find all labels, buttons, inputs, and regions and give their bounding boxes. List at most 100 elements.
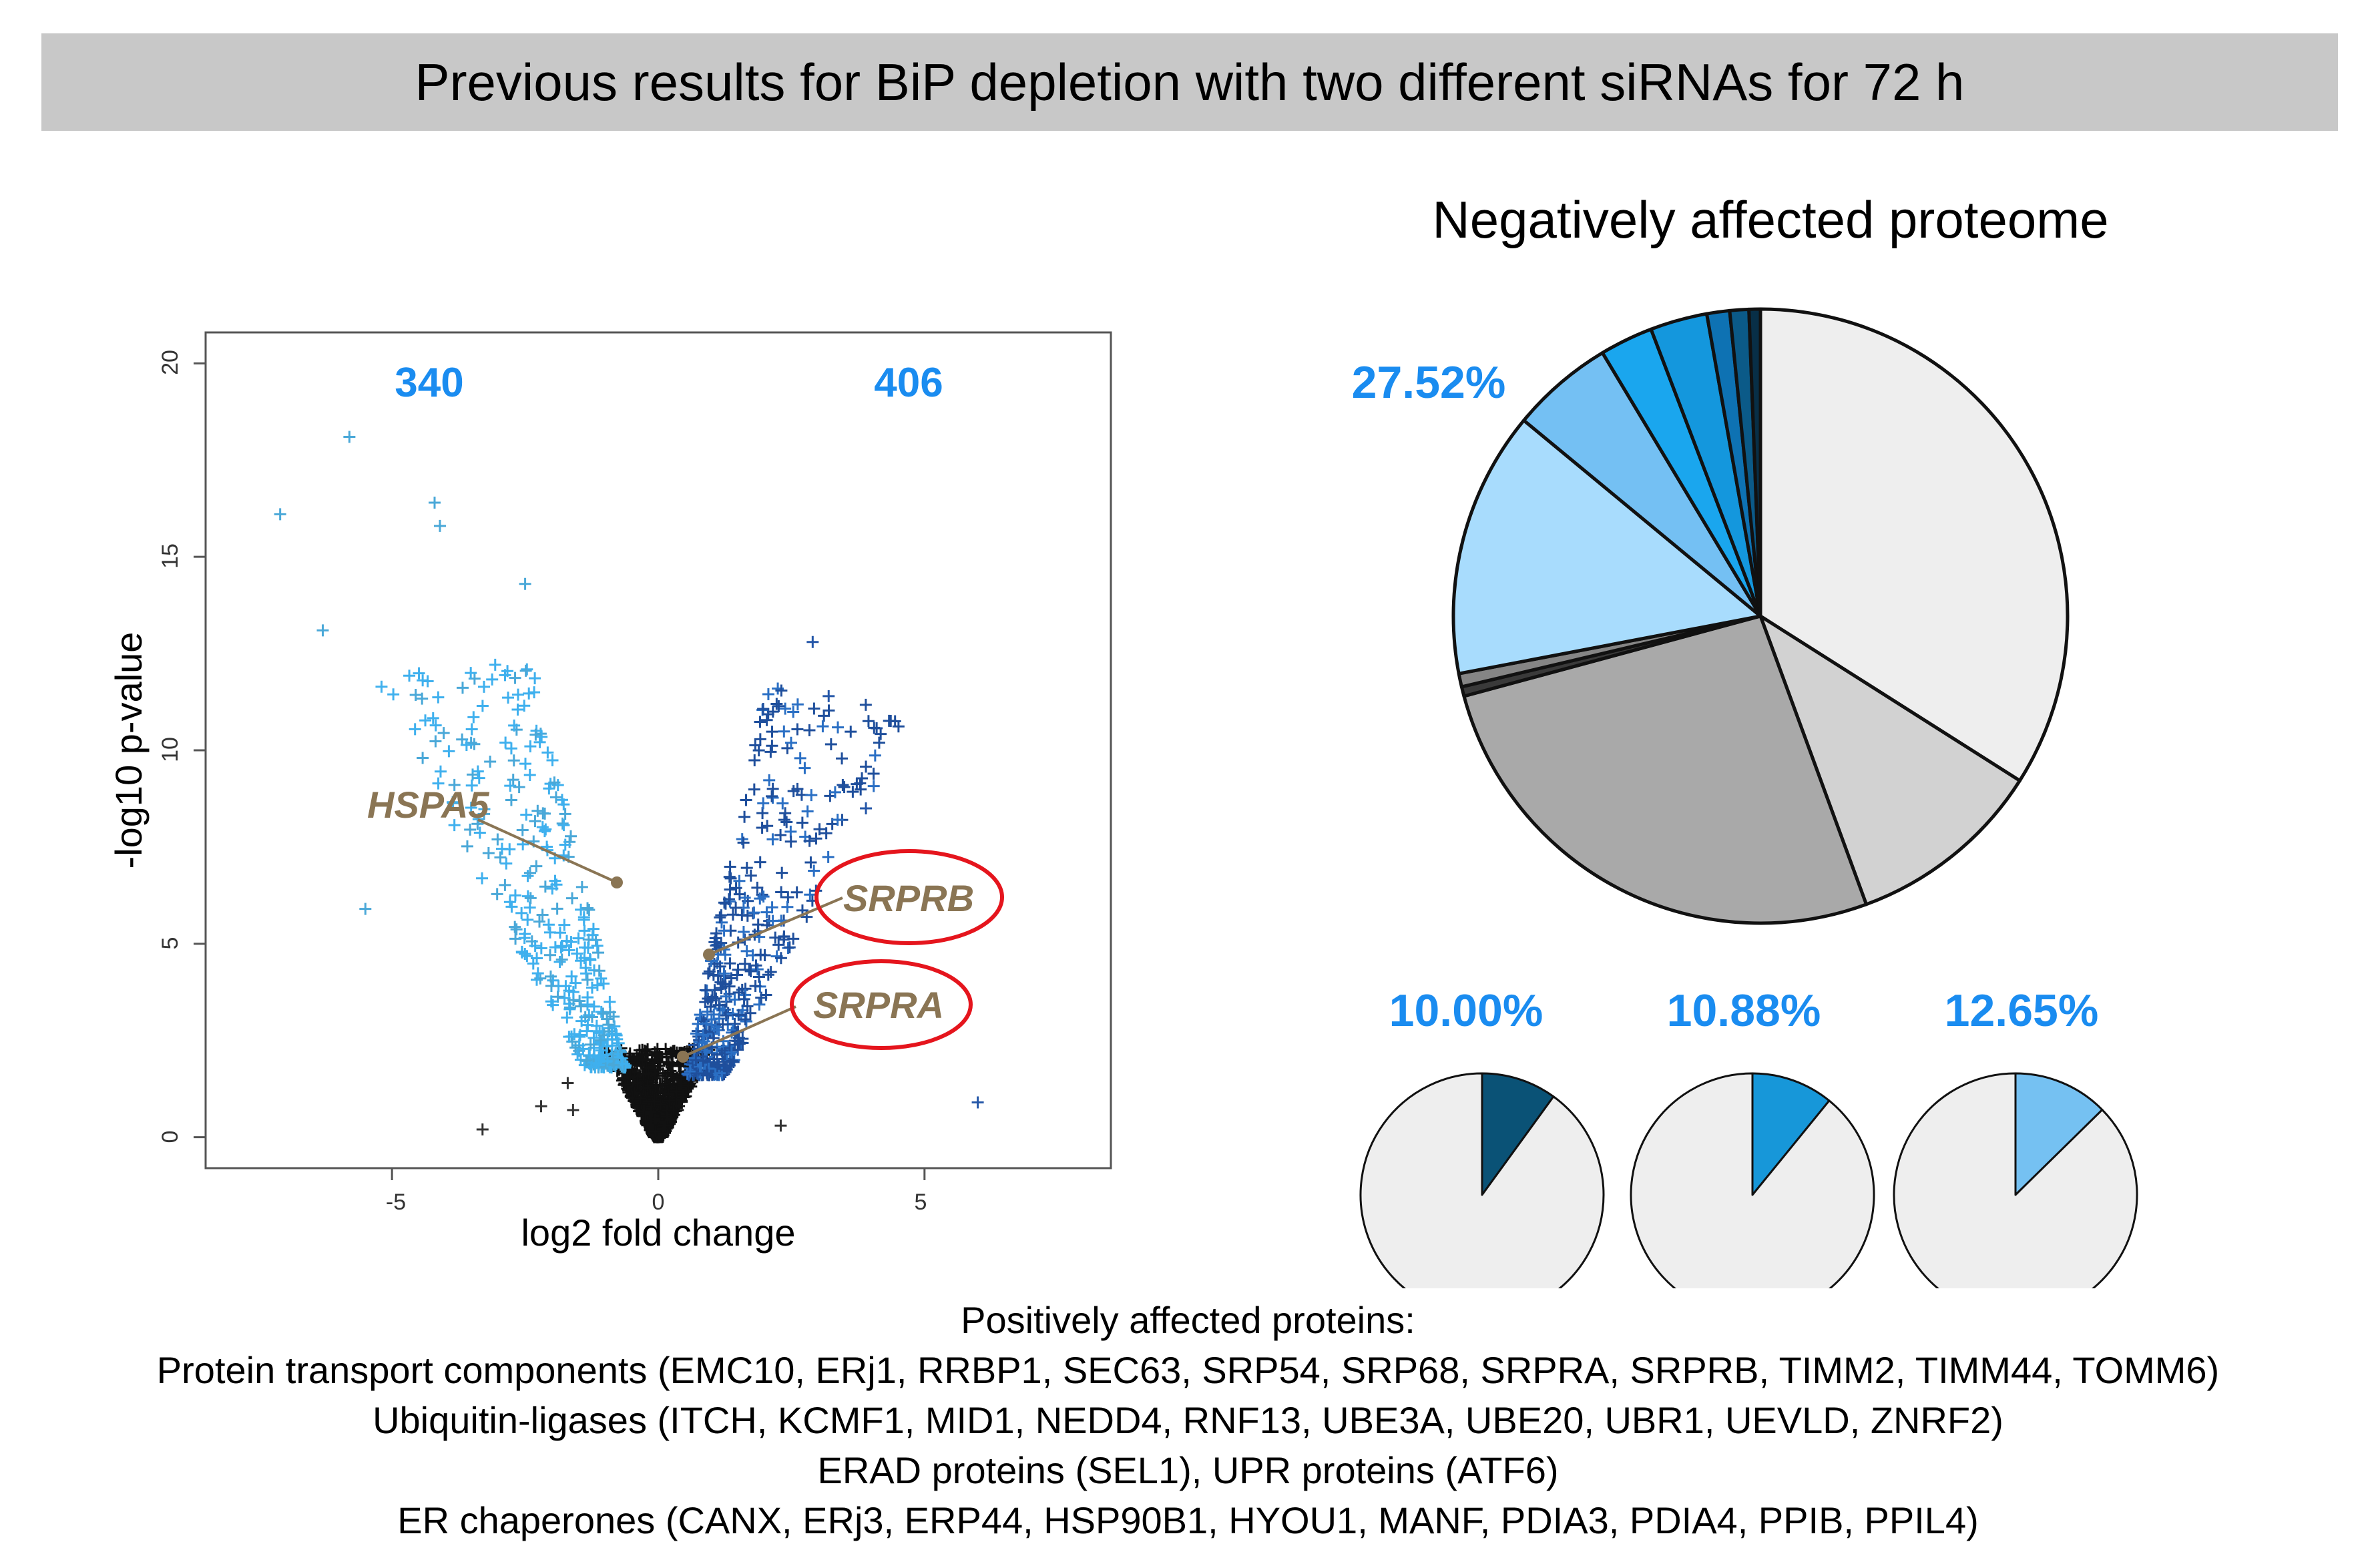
data-point bbox=[545, 995, 557, 1008]
data-point bbox=[859, 698, 872, 711]
main-pie-percentage: 27.52% bbox=[1352, 357, 1506, 408]
data-point bbox=[720, 1009, 732, 1022]
data-point bbox=[521, 913, 534, 926]
data-point bbox=[726, 1007, 739, 1020]
data-point bbox=[464, 823, 477, 836]
small-pie-charts: 10.00% 10.88% 12.65% bbox=[1359, 985, 2138, 1288]
data-point bbox=[563, 944, 575, 957]
small-pie-3 bbox=[1893, 1072, 2138, 1288]
data-point bbox=[419, 714, 432, 727]
data-point bbox=[684, 1077, 696, 1090]
data-point bbox=[774, 829, 787, 842]
data-point bbox=[716, 1018, 729, 1031]
pie-slice bbox=[1462, 614, 1869, 925]
data-point bbox=[529, 728, 542, 741]
data-point bbox=[737, 926, 750, 939]
data-point bbox=[486, 673, 499, 686]
data-point bbox=[561, 1011, 573, 1024]
data-point bbox=[736, 908, 748, 921]
data-point bbox=[813, 823, 826, 836]
data-point bbox=[728, 1017, 741, 1030]
data-point bbox=[862, 715, 875, 728]
data-point bbox=[432, 691, 445, 704]
volcano-axes bbox=[194, 362, 926, 1180]
data-point bbox=[717, 1055, 730, 1068]
data-point bbox=[461, 840, 473, 852]
data-point bbox=[684, 1065, 696, 1078]
data-point bbox=[597, 1007, 610, 1020]
data-point bbox=[491, 833, 504, 846]
data-point bbox=[873, 736, 885, 749]
srpra-highlight-circle bbox=[790, 959, 973, 1050]
data-point bbox=[649, 1125, 662, 1138]
data-point bbox=[845, 726, 857, 738]
data-point bbox=[784, 835, 797, 848]
hspa5-marker bbox=[611, 876, 623, 888]
data-point bbox=[754, 716, 766, 728]
data-point bbox=[723, 870, 736, 883]
data-point bbox=[559, 808, 571, 820]
data-point bbox=[753, 998, 766, 1011]
data-point bbox=[750, 959, 762, 972]
data-point bbox=[619, 1059, 632, 1072]
data-point bbox=[733, 888, 746, 900]
data-point bbox=[529, 815, 541, 828]
caption-line: ER chaperones (CANX, ERj3, ERP44, HSP90B… bbox=[397, 1499, 1979, 1541]
data-point bbox=[667, 1105, 680, 1117]
y-tick-label: 20 bbox=[158, 350, 183, 375]
data-point bbox=[619, 1078, 632, 1091]
data-point bbox=[508, 719, 521, 732]
data-point bbox=[553, 956, 566, 969]
y-tick-label: 15 bbox=[158, 543, 183, 569]
data-point bbox=[584, 1038, 597, 1051]
data-point bbox=[748, 783, 760, 796]
data-point bbox=[632, 1052, 644, 1065]
pie-slice bbox=[2014, 1072, 2104, 1196]
header-banner: Previous results for BiP depletion with … bbox=[41, 33, 2338, 131]
srpra-marker bbox=[677, 1051, 689, 1063]
data-point bbox=[803, 834, 816, 847]
data-point bbox=[447, 796, 459, 808]
data-point bbox=[316, 624, 329, 637]
data-point bbox=[757, 797, 770, 810]
data-point bbox=[856, 772, 869, 784]
data-point bbox=[587, 1031, 600, 1044]
data-point bbox=[523, 866, 536, 879]
data-point bbox=[569, 977, 582, 989]
data-point bbox=[638, 1081, 650, 1094]
data-point bbox=[690, 1067, 703, 1079]
data-point bbox=[754, 856, 766, 868]
small-pie-2-percentage: 10.88% bbox=[1667, 985, 1821, 1036]
data-point bbox=[776, 797, 789, 810]
x-axis-label: log2 fold change bbox=[521, 1212, 795, 1254]
data-point bbox=[433, 519, 446, 532]
data-point bbox=[519, 758, 532, 770]
data-point bbox=[780, 816, 793, 828]
data-point bbox=[774, 952, 787, 965]
data-point bbox=[724, 883, 736, 896]
data-point bbox=[549, 791, 562, 804]
data-point bbox=[714, 911, 726, 924]
srpra-label: SRPRA bbox=[813, 984, 944, 1026]
data-point bbox=[790, 886, 803, 898]
data-point bbox=[581, 991, 594, 1004]
data-point bbox=[489, 658, 501, 671]
data-point bbox=[558, 919, 571, 931]
data-point bbox=[740, 1015, 752, 1028]
data-point bbox=[575, 1000, 587, 1013]
data-point bbox=[518, 700, 531, 712]
data-point bbox=[471, 818, 484, 830]
data-point bbox=[867, 767, 880, 780]
main-pie-chart: Negatively affected proteome 27.52% bbox=[1352, 190, 2109, 925]
data-point bbox=[403, 670, 416, 682]
data-point bbox=[824, 738, 837, 751]
data-point bbox=[787, 933, 800, 945]
data-point bbox=[387, 688, 400, 701]
data-point bbox=[744, 1007, 756, 1019]
data-point bbox=[577, 911, 590, 924]
data-point bbox=[803, 724, 816, 736]
data-point bbox=[712, 999, 725, 1011]
data-point bbox=[761, 820, 774, 832]
data-point bbox=[664, 1114, 677, 1126]
data-point bbox=[571, 1048, 584, 1061]
